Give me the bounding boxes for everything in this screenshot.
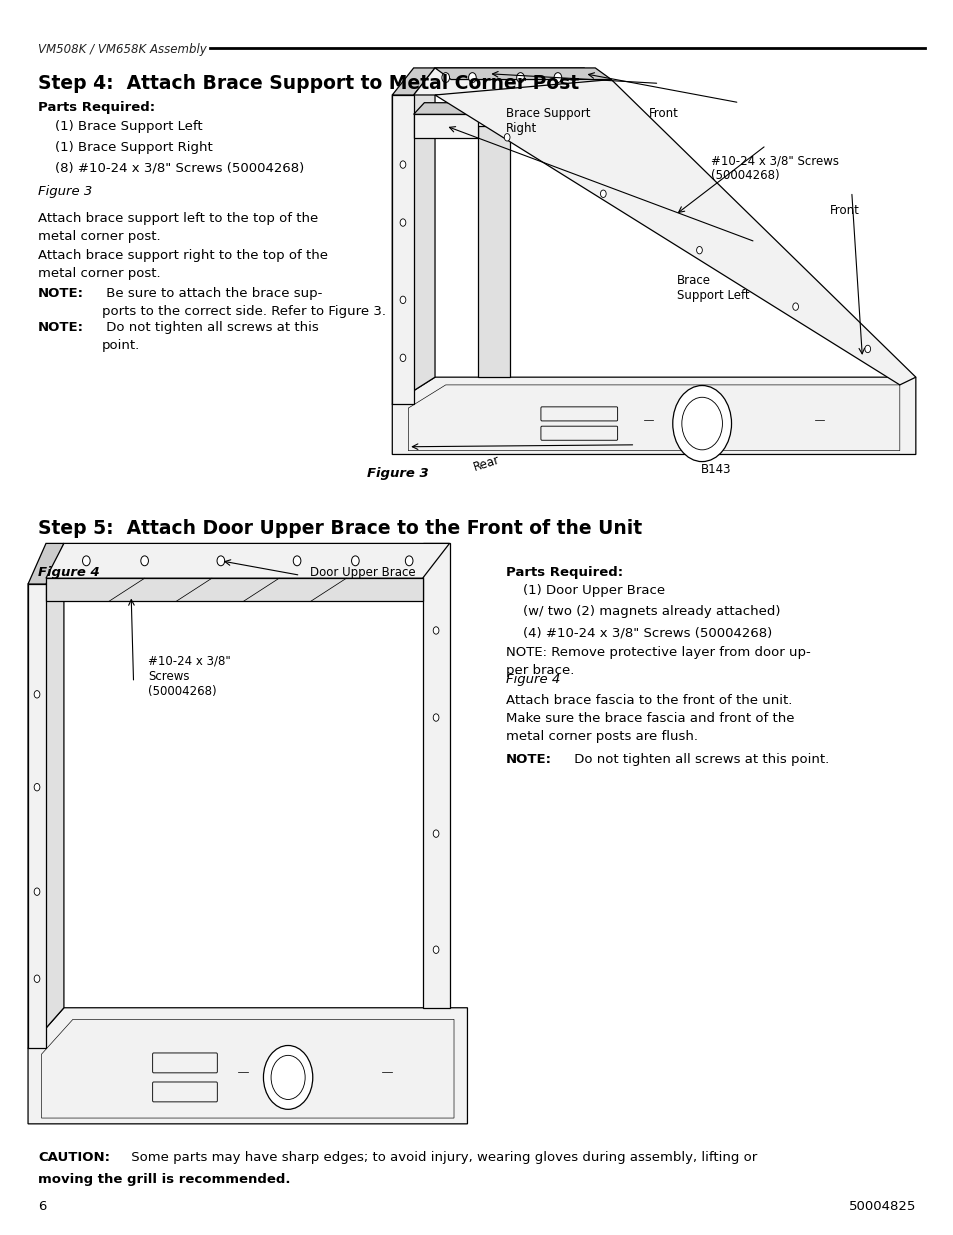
Circle shape xyxy=(399,161,405,168)
Text: (1) Brace Support Left: (1) Brace Support Left xyxy=(38,120,203,133)
Text: Figure 4: Figure 4 xyxy=(505,673,559,687)
Text: Door Upper Brace: Door Upper Brace xyxy=(310,566,416,579)
Text: Rear: Rear xyxy=(472,453,501,474)
Text: Parts Required:: Parts Required: xyxy=(505,566,622,579)
Polygon shape xyxy=(435,68,611,79)
Text: Step 5:  Attach Door Upper Brace to the Front of the Unit: Step 5: Attach Door Upper Brace to the F… xyxy=(38,519,641,537)
Circle shape xyxy=(405,556,413,566)
Polygon shape xyxy=(414,68,584,95)
Circle shape xyxy=(34,888,40,895)
Text: NOTE:: NOTE: xyxy=(38,321,84,335)
Circle shape xyxy=(433,830,438,837)
Circle shape xyxy=(433,946,438,953)
Text: NOTE:: NOTE: xyxy=(505,753,551,767)
Text: 6: 6 xyxy=(38,1200,47,1214)
Text: (1) Door Upper Brace: (1) Door Upper Brace xyxy=(505,584,664,598)
Text: B143: B143 xyxy=(700,463,731,477)
Polygon shape xyxy=(435,79,915,385)
Circle shape xyxy=(441,73,449,83)
Text: Step 4:  Attach Brace Support to Metal Corner Post: Step 4: Attach Brace Support to Metal Co… xyxy=(38,74,578,93)
Circle shape xyxy=(433,627,438,635)
Text: NOTE:: NOTE: xyxy=(38,287,84,300)
Text: #10-24 x 3/8" Screws
(50004268): #10-24 x 3/8" Screws (50004268) xyxy=(710,154,838,183)
Text: Front: Front xyxy=(829,204,859,217)
Text: Brace Support
Right: Brace Support Right xyxy=(505,107,590,136)
Circle shape xyxy=(864,346,870,353)
Text: NOTE: Remove protective layer from door up-
per brace.: NOTE: Remove protective layer from door … xyxy=(505,646,809,677)
Circle shape xyxy=(672,385,731,462)
Polygon shape xyxy=(392,377,915,454)
Circle shape xyxy=(263,1046,313,1109)
Circle shape xyxy=(517,73,524,83)
Polygon shape xyxy=(392,68,435,404)
Circle shape xyxy=(351,556,358,566)
Polygon shape xyxy=(28,543,64,1049)
Circle shape xyxy=(468,73,476,83)
Polygon shape xyxy=(392,68,435,95)
Text: Some parts may have sharp edges; to avoid injury, wearing gloves during assembly: Some parts may have sharp edges; to avoi… xyxy=(127,1151,757,1165)
Circle shape xyxy=(399,296,405,304)
Circle shape xyxy=(34,783,40,790)
Text: Do not tighten all screws at this point.: Do not tighten all screws at this point. xyxy=(569,753,828,767)
Text: #10-24 x 3/8"
Screws
(50004268): #10-24 x 3/8" Screws (50004268) xyxy=(148,655,231,698)
Polygon shape xyxy=(477,126,509,377)
Circle shape xyxy=(34,976,40,983)
Text: (8) #10-24 x 3/8" Screws (50004268): (8) #10-24 x 3/8" Screws (50004268) xyxy=(38,162,304,175)
Text: VM508K / VM658K Assembly: VM508K / VM658K Assembly xyxy=(38,43,207,57)
Text: Figure 3: Figure 3 xyxy=(38,185,92,199)
Circle shape xyxy=(696,247,701,254)
Text: (4) #10-24 x 3/8" Screws (50004268): (4) #10-24 x 3/8" Screws (50004268) xyxy=(505,626,771,640)
Polygon shape xyxy=(414,115,477,137)
Text: Attach brace support left to the top of the
metal corner post.: Attach brace support left to the top of … xyxy=(38,212,318,243)
Polygon shape xyxy=(28,584,46,1049)
Polygon shape xyxy=(28,543,64,584)
Polygon shape xyxy=(46,578,422,601)
Polygon shape xyxy=(28,1008,467,1124)
Circle shape xyxy=(599,190,605,198)
Circle shape xyxy=(399,354,405,362)
Polygon shape xyxy=(392,95,414,404)
Circle shape xyxy=(399,219,405,226)
Circle shape xyxy=(792,303,798,310)
Text: Do not tighten all screws at this
point.: Do not tighten all screws at this point. xyxy=(102,321,318,352)
Polygon shape xyxy=(422,543,449,1008)
Circle shape xyxy=(216,556,225,566)
Text: CAUTION:: CAUTION: xyxy=(38,1151,110,1165)
Text: Figure 4: Figure 4 xyxy=(38,566,100,579)
Text: (1) Brace Support Right: (1) Brace Support Right xyxy=(38,141,213,154)
Text: Front: Front xyxy=(648,107,678,121)
Text: 50004825: 50004825 xyxy=(847,1200,915,1214)
Text: (w/ two (2) magnets already attached): (w/ two (2) magnets already attached) xyxy=(505,605,780,619)
Circle shape xyxy=(293,556,300,566)
Text: Be sure to attach the brace sup-
ports to the correct side. Refer to Figure 3.: Be sure to attach the brace sup- ports t… xyxy=(102,287,386,317)
Circle shape xyxy=(433,714,438,721)
Text: Brace
Support Left: Brace Support Left xyxy=(677,274,749,303)
Polygon shape xyxy=(46,543,449,578)
Circle shape xyxy=(504,133,510,141)
Text: Attach brace support right to the top of the
metal corner post.: Attach brace support right to the top of… xyxy=(38,249,328,280)
Text: Parts Required:: Parts Required: xyxy=(38,101,155,115)
Circle shape xyxy=(34,690,40,698)
Text: Figure 3: Figure 3 xyxy=(367,467,429,480)
Polygon shape xyxy=(414,103,488,115)
Text: Attach brace fascia to the front of the unit.
Make sure the brace fascia and fro: Attach brace fascia to the front of the … xyxy=(505,694,793,743)
Circle shape xyxy=(554,73,561,83)
Text: moving the grill is recommended.: moving the grill is recommended. xyxy=(38,1173,291,1187)
Circle shape xyxy=(83,556,91,566)
Circle shape xyxy=(141,556,149,566)
